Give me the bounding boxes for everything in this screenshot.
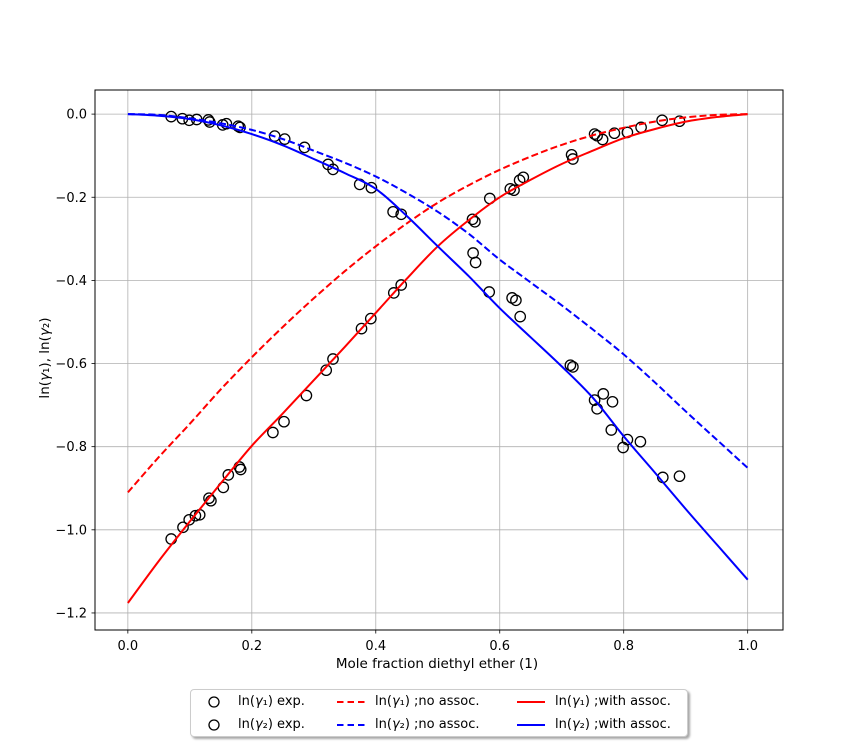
data-point — [320, 364, 333, 377]
data-point — [395, 279, 408, 291]
legend-label: ln(γ₁) ;no assoc. — [375, 694, 480, 709]
y-tick-label: −1.2 — [55, 606, 87, 621]
circle-marker-glyph — [208, 718, 220, 731]
data-point — [596, 133, 609, 146]
y-tick-label: −0.6 — [55, 357, 87, 372]
red-solid-line-glyph — [517, 700, 545, 703]
x-tick-label: 0.0 — [118, 639, 139, 654]
curve-dashed — [127, 113, 749, 469]
axes-spines — [94, 89, 784, 631]
y-tick-label: −1.0 — [55, 523, 87, 538]
circle-marker-glyph — [208, 695, 220, 708]
data-point — [621, 433, 634, 446]
x-tick-label: 0.8 — [613, 639, 634, 654]
data-point — [467, 247, 479, 259]
data-point — [469, 256, 482, 269]
data-point — [466, 213, 479, 226]
x-tick-label: 1.0 — [737, 639, 758, 654]
data-point — [605, 424, 618, 436]
scatter-series-2 — [165, 110, 686, 484]
data-point — [588, 394, 601, 406]
data-point — [597, 388, 610, 400]
data-point — [483, 286, 496, 298]
legend-entry-lngamma2-no-assoc: ln(γ₂) ;no assoc. — [336, 714, 516, 735]
data-point — [567, 153, 579, 165]
data-point — [327, 353, 339, 365]
data-point — [656, 114, 668, 127]
data-point — [234, 463, 247, 476]
data-point — [364, 312, 377, 325]
data-point — [203, 492, 215, 505]
data-point — [514, 310, 527, 323]
legend-entry-lngamma1-with-assoc: ln(γ₁) ;with assoc. — [516, 691, 681, 712]
legend-label: ln(γ₂) exp. — [238, 717, 305, 732]
data-point — [517, 171, 530, 184]
data-point — [278, 133, 291, 145]
legend-entry-lngamma2-exp: ln(γ₂) exp. — [199, 714, 336, 735]
legend-entry-lngamma1-no-assoc: ln(γ₁) ;no assoc. — [336, 691, 516, 712]
data-point — [508, 184, 520, 197]
data-point — [387, 287, 400, 299]
data-point — [222, 469, 235, 481]
y-axis-label: ln(γ₁), ln(γ₂) — [37, 317, 53, 399]
data-point — [300, 389, 313, 402]
data-point — [634, 435, 647, 448]
legend-label: ln(γ₂) ;no assoc. — [375, 717, 480, 732]
legend-label: ln(γ₁) exp. — [238, 694, 305, 709]
data-point — [673, 470, 686, 483]
data-point — [510, 294, 522, 307]
data-point — [183, 513, 196, 526]
curve-dashed — [127, 113, 748, 494]
data-point — [298, 141, 311, 154]
data-point — [365, 181, 378, 194]
data-point — [177, 521, 189, 534]
x-axis-label: Mole fraction diethyl ether (1) — [335, 656, 539, 672]
data-point — [564, 359, 577, 372]
data-point — [606, 395, 619, 408]
y-tick-label: 0.0 — [66, 108, 87, 123]
data-point — [617, 441, 629, 454]
y-tick-label: −0.8 — [55, 440, 87, 455]
scatter-series-1 — [165, 114, 686, 545]
data-point — [189, 509, 202, 522]
tick-labels: 0.0 0.2 0.4 0.6 0.8 1.0 0.0 −0.2 −0.4 −0.6 −0.8 −1.… — [55, 108, 758, 654]
data-point — [267, 426, 279, 439]
red-dashed-line-glyph — [337, 700, 365, 703]
legend-label: ln(γ₁) ;with assoc. — [555, 694, 671, 709]
data-point — [469, 215, 481, 228]
data-point — [608, 127, 621, 140]
curve-solid — [127, 113, 749, 581]
y-tick-label: −0.4 — [55, 274, 87, 289]
x-tick-label: 0.4 — [365, 639, 386, 654]
data-point — [355, 322, 368, 335]
gridlines — [95, 90, 783, 630]
legend-entry-lngamma1-exp: ln(γ₁) exp. — [199, 691, 336, 712]
blue-solid-line-glyph — [517, 723, 545, 726]
x-tick-label: 0.6 — [489, 639, 510, 654]
x-tick-label: 0.2 — [241, 639, 262, 654]
data-point — [567, 361, 579, 373]
legend-label: ln(γ₂) ;with assoc. — [555, 717, 671, 732]
data-point — [506, 292, 518, 304]
legend-entry-lngamma2-with-assoc: ln(γ₂) ;with assoc. — [516, 714, 681, 735]
data-point — [387, 205, 399, 218]
blue-dashed-line-glyph — [337, 723, 365, 726]
data-point — [278, 415, 290, 428]
legend: ln(γ₁) exp. ln(γ₁) ;no assoc. ln(γ₁) ;wi… — [190, 689, 688, 737]
y-tick-label: −0.2 — [55, 191, 87, 206]
